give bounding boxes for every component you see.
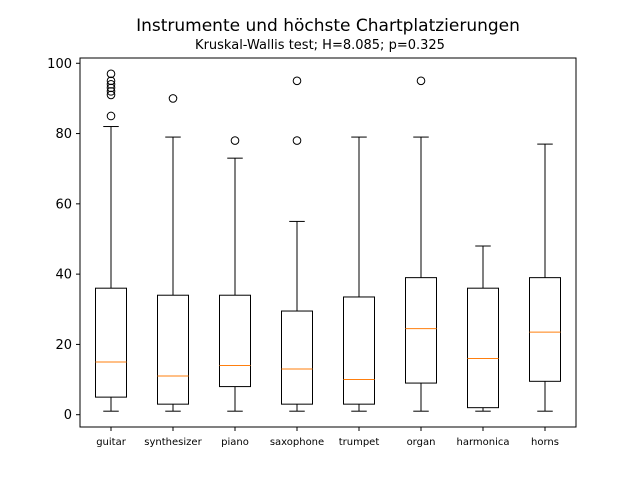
box-trumpet [343,136,375,412]
x-axis: guitar synthesizer piano saxophone trumpet or… [96,427,559,448]
y-tick-label: 80 [55,127,72,142]
box-piano [219,136,251,412]
outlier-point [168,94,178,103]
iqr-box [405,277,437,384]
box-horns [529,143,561,412]
iqr-box [343,296,375,405]
iqr-box [467,287,499,409]
outlier-point [292,76,302,86]
outlier-point [106,111,116,121]
box-guitar [95,69,127,412]
outlier-point [230,136,240,145]
box-harmonica [467,245,499,412]
y-tick-label: 0 [64,408,72,423]
y-tick-label: 20 [55,338,72,353]
outlier-point [416,76,426,86]
box-series [95,69,561,412]
box-saxophone [281,76,313,412]
outlier-point [106,87,116,96]
box-organ [405,76,437,412]
chart-title: Instrumente und höchste Chartplatzierung… [136,16,520,36]
x-tick-label: trumpet [339,437,380,448]
outlier-point [106,90,116,100]
y-tick-label: 60 [55,197,72,212]
iqr-box [219,294,251,388]
y-tick-label: 40 [55,268,72,283]
x-tick-label: harmonica [456,437,509,448]
outlier-point [106,76,116,86]
x-tick-label: synthesizer [144,437,202,448]
x-tick-label: saxophone [270,437,324,448]
iqr-box [529,277,561,382]
iqr-box [281,310,313,405]
x-tick-label: piano [221,437,249,448]
outlier-point [292,136,302,145]
x-tick-label: guitar [96,437,127,448]
iqr-box [157,294,189,405]
y-tick-label: 100 [47,57,72,72]
outlier-point [106,69,116,79]
outlier-point [106,83,116,93]
y-axis: 0 20 40 60 80 100 [47,57,80,423]
x-tick-label: organ [407,437,436,448]
box-synthesizer [157,94,189,412]
chart-subtitle: Kruskal-Wallis test; H=8.085; p=0.325 [195,38,445,53]
iqr-box [95,287,127,398]
outlier-point [106,80,116,89]
x-tick-label: horns [531,437,559,448]
plot-area-frame [79,57,577,428]
